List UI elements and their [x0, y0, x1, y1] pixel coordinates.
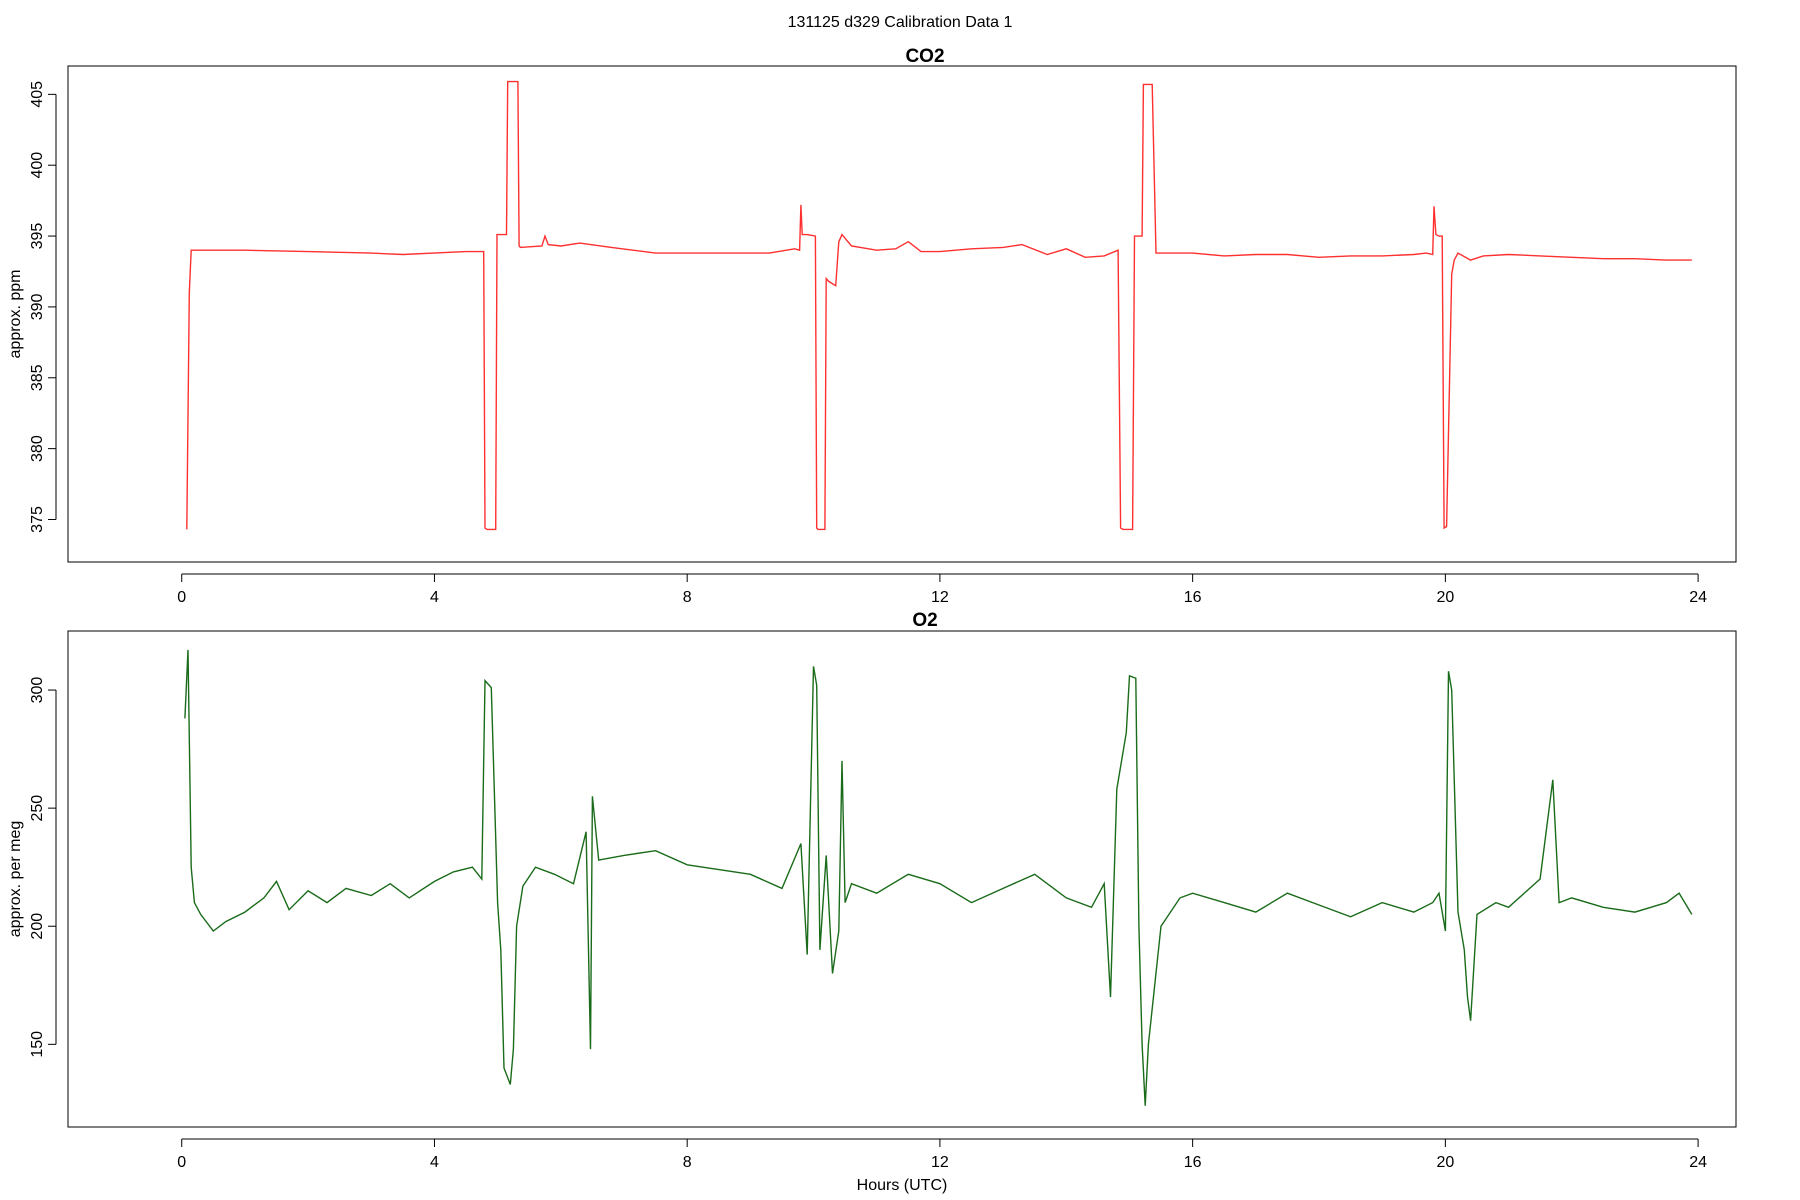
- co2-y-tick-label: 375: [29, 506, 46, 533]
- x-axis-label: Hours (UTC): [857, 1177, 948, 1194]
- o2-series-line: [184, 649, 1693, 1106]
- co2-x-tick-label: 16: [1184, 589, 1202, 606]
- co2-series-line: [186, 80, 1692, 531]
- o2-x-tick-label: 8: [683, 1154, 692, 1171]
- co2-plot-frame: [67, 65, 1737, 563]
- o2-x-tick-label: 12: [931, 1154, 949, 1171]
- co2-x-tick-label: 24: [1689, 589, 1707, 606]
- o2-panel: O2 0 4 8 12 16 20 24 150 200 250 300 approx. per m…: [7, 610, 1737, 1171]
- o2-x-tick-label: 4: [430, 1154, 439, 1171]
- o2-y-tick-label: 250: [29, 795, 46, 822]
- co2-y-tick-label: 400: [29, 152, 46, 179]
- co2-ticks: 0 4 8 12 16 20 24 375 380 385 390 395 400 405: [29, 81, 1707, 606]
- o2-x-tick-label: 24: [1689, 1154, 1707, 1171]
- o2-x-tick-label: 20: [1436, 1154, 1454, 1171]
- co2-x-tick-label: 12: [931, 589, 949, 606]
- co2-y-tick-label: 390: [29, 293, 46, 320]
- co2-y-tick-label: 380: [29, 435, 46, 462]
- o2-x-tick-label: 16: [1184, 1154, 1202, 1171]
- co2-panel: CO2 0 4 8 12 16 20 24 375 380 385 390 395 400 405 app…: [7, 46, 1737, 606]
- co2-x-tick-label: 0: [177, 589, 186, 606]
- co2-panel-title: CO2: [905, 46, 944, 67]
- co2-y-axis-label: approx. ppm: [7, 270, 24, 359]
- figure-title: 131125 d329 Calibration Data 1: [788, 14, 1013, 31]
- co2-y-tick-label: 395: [29, 223, 46, 250]
- co2-x-tick-label: 8: [683, 589, 692, 606]
- o2-ticks: 0 4 8 12 16 20 24 150 200 250 300: [29, 677, 1707, 1171]
- o2-panel-title: O2: [912, 610, 937, 631]
- o2-x-tick-label: 0: [177, 1154, 186, 1171]
- o2-plot-frame: [67, 630, 1737, 1128]
- co2-y-tick-label: 385: [29, 364, 46, 391]
- co2-y-tick-label: 405: [29, 81, 46, 108]
- o2-y-tick-label: 300: [29, 677, 46, 704]
- co2-x-tick-label: 4: [430, 589, 439, 606]
- co2-x-tick-label: 20: [1436, 589, 1454, 606]
- o2-y-tick-label: 200: [29, 913, 46, 940]
- o2-y-tick-label: 150: [29, 1031, 46, 1058]
- o2-y-axis-label: approx. per meg: [7, 821, 24, 938]
